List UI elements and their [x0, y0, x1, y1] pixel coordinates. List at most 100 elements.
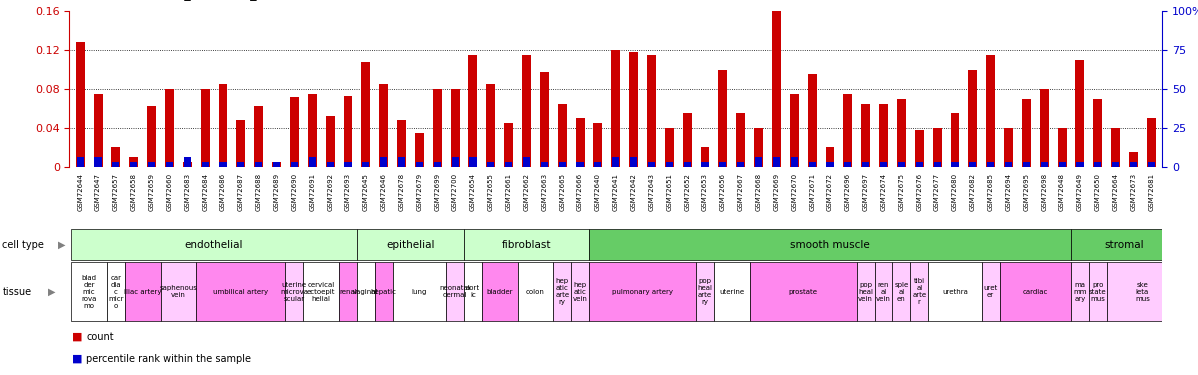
- Bar: [326, 116, 334, 167]
- Bar: [879, 104, 888, 167]
- Bar: [1112, 162, 1119, 167]
- Bar: [1107, 262, 1178, 321]
- Bar: [893, 262, 910, 321]
- Bar: [611, 50, 621, 167]
- Bar: [987, 162, 994, 167]
- Bar: [1071, 230, 1178, 260]
- Text: uterine
microva
scular: uterine microva scular: [280, 282, 308, 302]
- Bar: [845, 162, 852, 167]
- Bar: [125, 262, 161, 321]
- Text: fibroblast: fibroblast: [502, 240, 551, 250]
- Bar: [165, 89, 174, 167]
- Text: ■: ■: [72, 354, 83, 364]
- Bar: [75, 42, 85, 167]
- Bar: [1022, 99, 1030, 167]
- Bar: [933, 162, 940, 167]
- Bar: [647, 55, 657, 167]
- Bar: [571, 262, 589, 321]
- Bar: [464, 230, 589, 260]
- Bar: [486, 84, 495, 167]
- Bar: [773, 157, 780, 167]
- Bar: [950, 113, 960, 167]
- Bar: [666, 162, 673, 167]
- Bar: [789, 94, 799, 167]
- Bar: [236, 120, 246, 167]
- Bar: [468, 55, 478, 167]
- Bar: [71, 262, 107, 321]
- Bar: [147, 106, 156, 167]
- Bar: [576, 162, 583, 167]
- Bar: [737, 113, 745, 167]
- Bar: [398, 157, 405, 167]
- Bar: [553, 262, 571, 321]
- Text: hep
atic
vein: hep atic vein: [573, 282, 587, 302]
- Bar: [928, 262, 981, 321]
- Bar: [719, 162, 726, 167]
- Bar: [857, 262, 875, 321]
- Bar: [107, 262, 125, 321]
- Bar: [558, 162, 565, 167]
- Bar: [309, 157, 316, 167]
- Bar: [504, 123, 513, 167]
- Bar: [540, 72, 549, 167]
- Bar: [183, 162, 192, 167]
- Bar: [524, 157, 530, 167]
- Bar: [986, 55, 996, 167]
- Bar: [999, 262, 1071, 321]
- Bar: [825, 147, 835, 167]
- Bar: [1005, 162, 1012, 167]
- Bar: [255, 162, 262, 167]
- Text: colon: colon: [526, 289, 545, 295]
- Bar: [772, 11, 781, 167]
- Text: umbilical artery: umbilical artery: [213, 289, 268, 295]
- Bar: [201, 162, 208, 167]
- Bar: [375, 262, 393, 321]
- Bar: [1058, 128, 1066, 167]
- Bar: [684, 162, 691, 167]
- Text: ren
al
vein: ren al vein: [876, 282, 891, 302]
- Text: hepatic: hepatic: [370, 289, 397, 295]
- Bar: [201, 89, 210, 167]
- Bar: [1112, 128, 1120, 167]
- Bar: [506, 162, 513, 167]
- Bar: [291, 162, 298, 167]
- Text: neonatal
dermal: neonatal dermal: [440, 285, 471, 298]
- Bar: [165, 162, 173, 167]
- Bar: [915, 130, 924, 167]
- Bar: [237, 162, 244, 167]
- Bar: [285, 262, 303, 321]
- Bar: [861, 104, 870, 167]
- Bar: [357, 262, 375, 321]
- Bar: [1071, 262, 1089, 321]
- Bar: [362, 162, 369, 167]
- Text: cardiac: cardiac: [1023, 289, 1048, 295]
- Bar: [446, 262, 464, 321]
- Text: car
dia
c
micr
o: car dia c micr o: [108, 274, 123, 309]
- Bar: [593, 123, 603, 167]
- Bar: [488, 162, 495, 167]
- Bar: [327, 162, 334, 167]
- Bar: [897, 162, 904, 167]
- Bar: [809, 162, 816, 167]
- Bar: [754, 128, 763, 167]
- Bar: [95, 157, 102, 167]
- Bar: [218, 84, 228, 167]
- Bar: [594, 162, 601, 167]
- Text: tibi
al
arte
r: tibi al arte r: [912, 278, 926, 305]
- Text: ■: ■: [72, 332, 83, 342]
- Bar: [1089, 262, 1107, 321]
- Bar: [380, 84, 388, 167]
- Bar: [470, 157, 477, 167]
- Text: pop
heal
arte
ry: pop heal arte ry: [697, 278, 713, 305]
- Bar: [629, 52, 639, 167]
- Text: bladder: bladder: [486, 289, 513, 295]
- Text: urethra: urethra: [942, 289, 968, 295]
- Bar: [273, 162, 280, 167]
- Bar: [344, 162, 351, 167]
- Text: uret
er: uret er: [984, 285, 998, 298]
- Bar: [452, 157, 459, 167]
- Bar: [683, 113, 691, 167]
- Bar: [827, 162, 834, 167]
- Bar: [575, 118, 585, 167]
- Text: ma
mm
ary: ma mm ary: [1073, 282, 1087, 302]
